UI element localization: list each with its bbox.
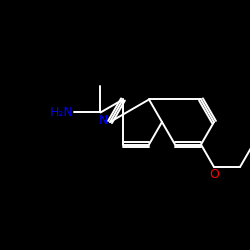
Text: H₂N: H₂N (50, 106, 74, 119)
Text: N: N (98, 114, 108, 128)
Text: O: O (209, 168, 219, 181)
